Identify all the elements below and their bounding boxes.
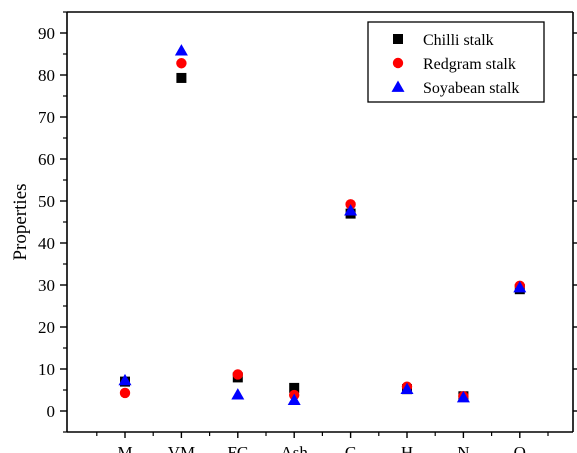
x-tick-label: O: [514, 443, 526, 453]
legend-marker: [393, 34, 403, 44]
series-1: [119, 58, 525, 402]
x-tick-label: C: [345, 443, 356, 453]
y-tick-label: 60: [38, 150, 55, 169]
legend-label: Redgram stalk: [423, 56, 516, 73]
data-point: [344, 204, 358, 216]
series-0: [120, 72, 525, 402]
y-tick-label: 20: [38, 318, 55, 337]
data-point: [232, 369, 243, 380]
data-point: [287, 393, 301, 405]
legend-label: Chilli stalk: [423, 32, 494, 49]
data-point: [289, 382, 300, 393]
data-point: [176, 72, 187, 83]
y-axis-title: Properties: [10, 183, 31, 260]
legend-marker: [392, 57, 404, 69]
legend-label: Soyabean stalk: [423, 80, 519, 97]
y-tick-label: 50: [38, 192, 55, 211]
data-point: [174, 44, 188, 56]
right-axis-ticks: [573, 32, 577, 412]
data-point: [176, 58, 187, 69]
x-tick-label: VM: [168, 443, 195, 453]
x-axis-ticks: M VM FC Ash C H N O: [96, 432, 549, 453]
legend-marker: [391, 80, 405, 92]
data-point: [118, 373, 132, 386]
y-tick-label: 70: [38, 108, 55, 127]
data-point: [400, 382, 414, 395]
data-point: [231, 388, 245, 400]
x-tick-label: H: [401, 443, 413, 453]
series-2: [118, 44, 527, 405]
y-tick-label: 40: [38, 234, 55, 253]
x-tick-label: Ash: [280, 443, 308, 453]
data-points: [118, 44, 527, 405]
x-tick-label: N: [457, 443, 469, 453]
data-point: [119, 387, 131, 399]
y-tick-label: 0: [47, 402, 56, 421]
data-point: [513, 281, 527, 293]
y-tick-label: 80: [38, 66, 55, 85]
x-tick-label: FC: [227, 443, 248, 453]
x-tick-label: M: [117, 443, 132, 453]
y-tick-label: 90: [38, 24, 55, 43]
y-tick-label: 10: [38, 360, 55, 379]
y-tick-label: 30: [38, 276, 55, 295]
y-axis-ticks: 0 10 20 30 40 50 60 70 80 90: [38, 11, 67, 433]
data-point: [456, 391, 470, 403]
legend: Chilli stalk Redgram stalk Soyabean stalk: [367, 21, 545, 103]
